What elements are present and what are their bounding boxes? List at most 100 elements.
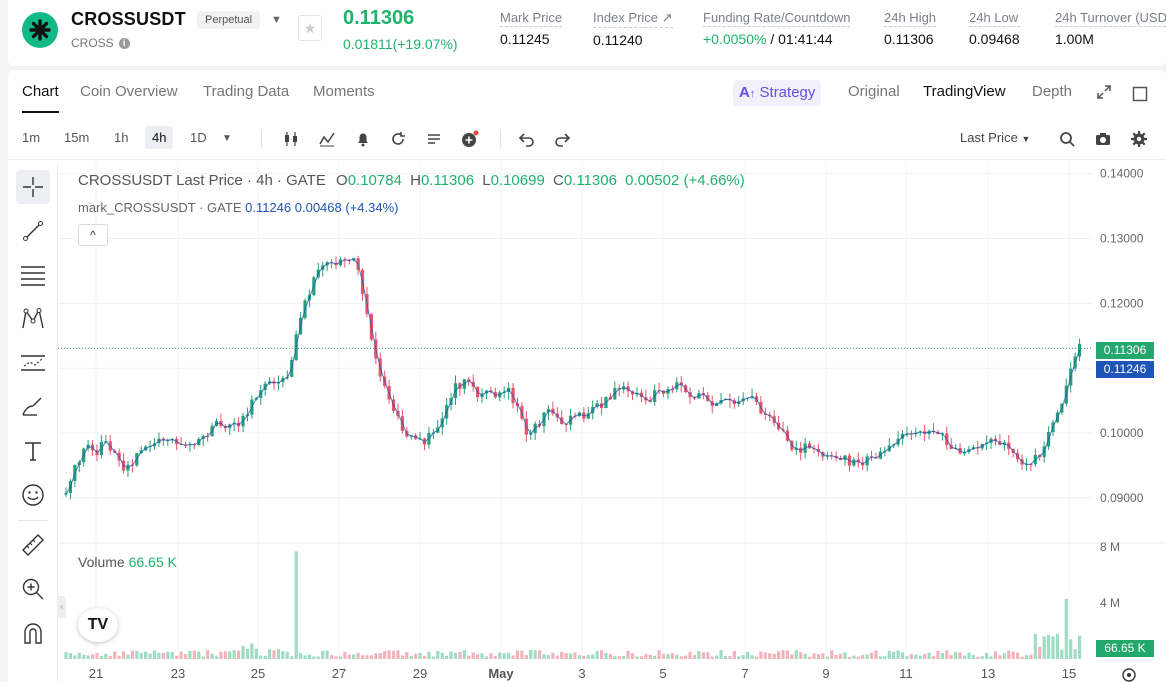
fib-tool[interactable] — [16, 258, 50, 292]
volume-bar — [1007, 650, 1011, 659]
volume-bar — [923, 653, 927, 659]
volume-bar — [661, 653, 666, 659]
volume-bar — [1002, 653, 1006, 659]
volume-bar — [73, 655, 77, 659]
time-tick-label: 11 — [899, 666, 913, 681]
chart-settings-icon[interactable] — [1120, 666, 1138, 682]
volume-bar — [852, 655, 856, 659]
price-tick-label: 0.10000 — [1100, 426, 1144, 440]
crosshair-tool[interactable] — [16, 170, 50, 204]
add-icon[interactable] — [461, 130, 479, 148]
volume-bar — [440, 652, 444, 659]
time-tick-label: 27 — [332, 666, 346, 681]
volume-bar — [414, 653, 418, 659]
trendline-tool[interactable] — [16, 214, 50, 248]
volume-bar — [422, 656, 427, 659]
price-chart[interactable]: 0.140000.130000.120000.110000.100000.090… — [58, 162, 1166, 682]
volume-bar — [723, 656, 728, 659]
volume-bar — [352, 654, 356, 659]
timeframe-4h[interactable]: 4h — [145, 126, 174, 149]
tab-chart[interactable]: Chart — [22, 83, 59, 113]
time-tick-label: 7 — [741, 666, 748, 681]
volume-bar — [630, 653, 635, 659]
gear-icon[interactable] — [1130, 130, 1148, 148]
timeframe-1d[interactable]: 1D — [190, 130, 207, 145]
volume-bar — [595, 651, 599, 659]
projection-tool[interactable] — [16, 346, 50, 380]
favorite-star-icon[interactable]: ★ — [298, 15, 322, 41]
volume-bar — [1038, 646, 1042, 659]
volume-bar — [816, 654, 821, 659]
volume-bar — [732, 650, 736, 659]
smile-icon — [22, 484, 44, 506]
volume-bar — [139, 652, 143, 659]
ai-spark-icon: ↑ — [749, 88, 756, 100]
candle-type-icon[interactable] — [282, 130, 300, 148]
brush-tool[interactable] — [16, 390, 50, 424]
volume-bar — [803, 653, 807, 659]
collapse-legend-button[interactable]: ^ — [78, 224, 108, 246]
volume-bar — [830, 650, 834, 659]
indicators-icon[interactable] — [318, 130, 336, 148]
timeframe-1h[interactable]: 1h — [114, 130, 129, 145]
volume-bar — [1046, 635, 1051, 659]
emoji-tool[interactable] — [16, 478, 50, 512]
volume-bar — [967, 652, 971, 659]
volume-bar — [431, 656, 435, 659]
redo-icon[interactable] — [553, 130, 571, 148]
magnet-icon — [24, 623, 42, 644]
price-type-select[interactable]: Last Price ▼ — [960, 130, 1031, 145]
tab-coin-overview[interactable]: Coin Overview — [80, 83, 178, 100]
timeframe-1m[interactable]: 1m — [22, 130, 41, 145]
volume-bar — [188, 650, 192, 659]
collapse-toolbar-icon[interactable]: ‹ — [58, 596, 66, 618]
alert-icon[interactable] — [354, 130, 372, 148]
volume-bar — [750, 655, 754, 659]
price-axis — [1092, 162, 1166, 682]
tab-moments[interactable]: Moments — [313, 83, 375, 100]
tab-depth[interactable]: Depth — [1032, 83, 1073, 100]
symbol-name[interactable]: CROSSUSDT — [71, 9, 186, 29]
volume-bar — [1073, 649, 1077, 659]
undo-icon[interactable] — [518, 130, 536, 148]
volume-bar — [223, 651, 227, 659]
volume-bar — [316, 656, 320, 659]
volume-bar — [197, 651, 201, 659]
volume-bar — [781, 649, 785, 659]
volume-bar — [688, 651, 692, 659]
volume-bar — [436, 650, 440, 659]
tradingview-logo-icon[interactable]: TV — [78, 608, 118, 642]
tab-original[interactable]: Original — [848, 83, 900, 100]
expand-icon[interactable] — [1096, 84, 1112, 100]
volume-bar — [1042, 636, 1046, 659]
volume-bar — [263, 655, 267, 659]
volume-bar — [1016, 652, 1020, 659]
coin-name: CROSS — [71, 36, 114, 50]
templates-icon[interactable] — [425, 130, 443, 148]
stat-index-price: Index Price ↗ 0.11240 — [593, 10, 673, 48]
volume-bar — [161, 652, 165, 659]
volume-bar — [546, 655, 551, 659]
symbol-dropdown-icon[interactable]: ▼ — [271, 14, 282, 26]
volume-bar — [95, 653, 99, 659]
tab-trading-data[interactable]: Trading Data — [203, 83, 290, 100]
text-tool[interactable] — [16, 434, 50, 468]
volume-bar — [985, 652, 989, 659]
zoom-tool[interactable] — [16, 572, 50, 606]
magnet-tool[interactable] — [16, 616, 50, 650]
volume-bar — [334, 656, 338, 659]
strategy-button[interactable]: A↑ Strategy — [733, 80, 822, 106]
timeframe-dropdown-icon[interactable]: ▼ — [222, 133, 232, 144]
volume-bar — [511, 655, 515, 659]
volume-bar — [135, 650, 139, 659]
tab-tradingview[interactable]: TradingView — [923, 83, 1006, 100]
volume-bar — [232, 650, 236, 659]
camera-icon[interactable] — [1094, 130, 1112, 148]
window-icon[interactable] — [1132, 86, 1148, 102]
search-icon[interactable] — [1058, 130, 1076, 148]
replay-icon[interactable] — [389, 130, 407, 148]
pattern-tool[interactable] — [16, 302, 50, 336]
info-icon[interactable]: i — [118, 37, 130, 49]
timeframe-15m[interactable]: 15m — [64, 130, 90, 145]
ruler-tool[interactable] — [16, 528, 50, 562]
